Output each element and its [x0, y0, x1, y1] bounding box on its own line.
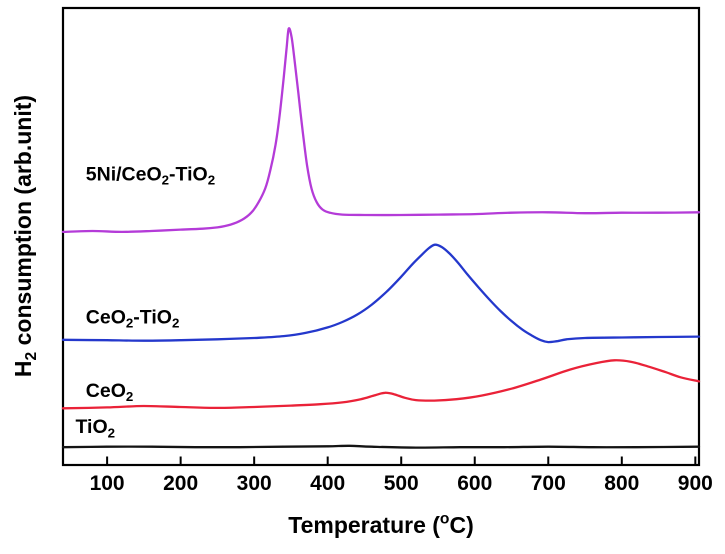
curve-label-tio2: TiO2 — [75, 416, 115, 440]
y-axis-title: H2 consumption (arb.unit) — [10, 95, 40, 377]
curve-label-ceo2-tio2: CeO2-TiO2 — [86, 306, 180, 330]
axes-frame — [61, 6, 701, 467]
x-tick-label: 500 — [384, 472, 419, 495]
x-tick-label: 700 — [531, 472, 566, 495]
series-curve-tio2 — [61, 444, 701, 449]
curve-label-ceo2: CeO2 — [86, 380, 134, 404]
x-tick-label: 400 — [310, 472, 345, 495]
x-tick-label: 800 — [604, 472, 639, 495]
x-tick-label: 600 — [457, 472, 492, 495]
series-curve-5ni-ceo2-tio2 — [61, 27, 701, 234]
x-tick-label: 200 — [163, 472, 198, 495]
series-curve-ceo2-tio2 — [61, 243, 701, 344]
x-tick-label: 100 — [90, 472, 125, 495]
curve-label-5ni-ceo2-tio2: 5Ni/CeO2-TiO2 — [86, 163, 215, 187]
x-axis-title: Temperature (oC) — [288, 510, 473, 538]
series-curve-ceo2 — [61, 359, 701, 410]
x-tick-label: 300 — [237, 472, 272, 495]
x-tick-label: 900 — [678, 472, 713, 495]
